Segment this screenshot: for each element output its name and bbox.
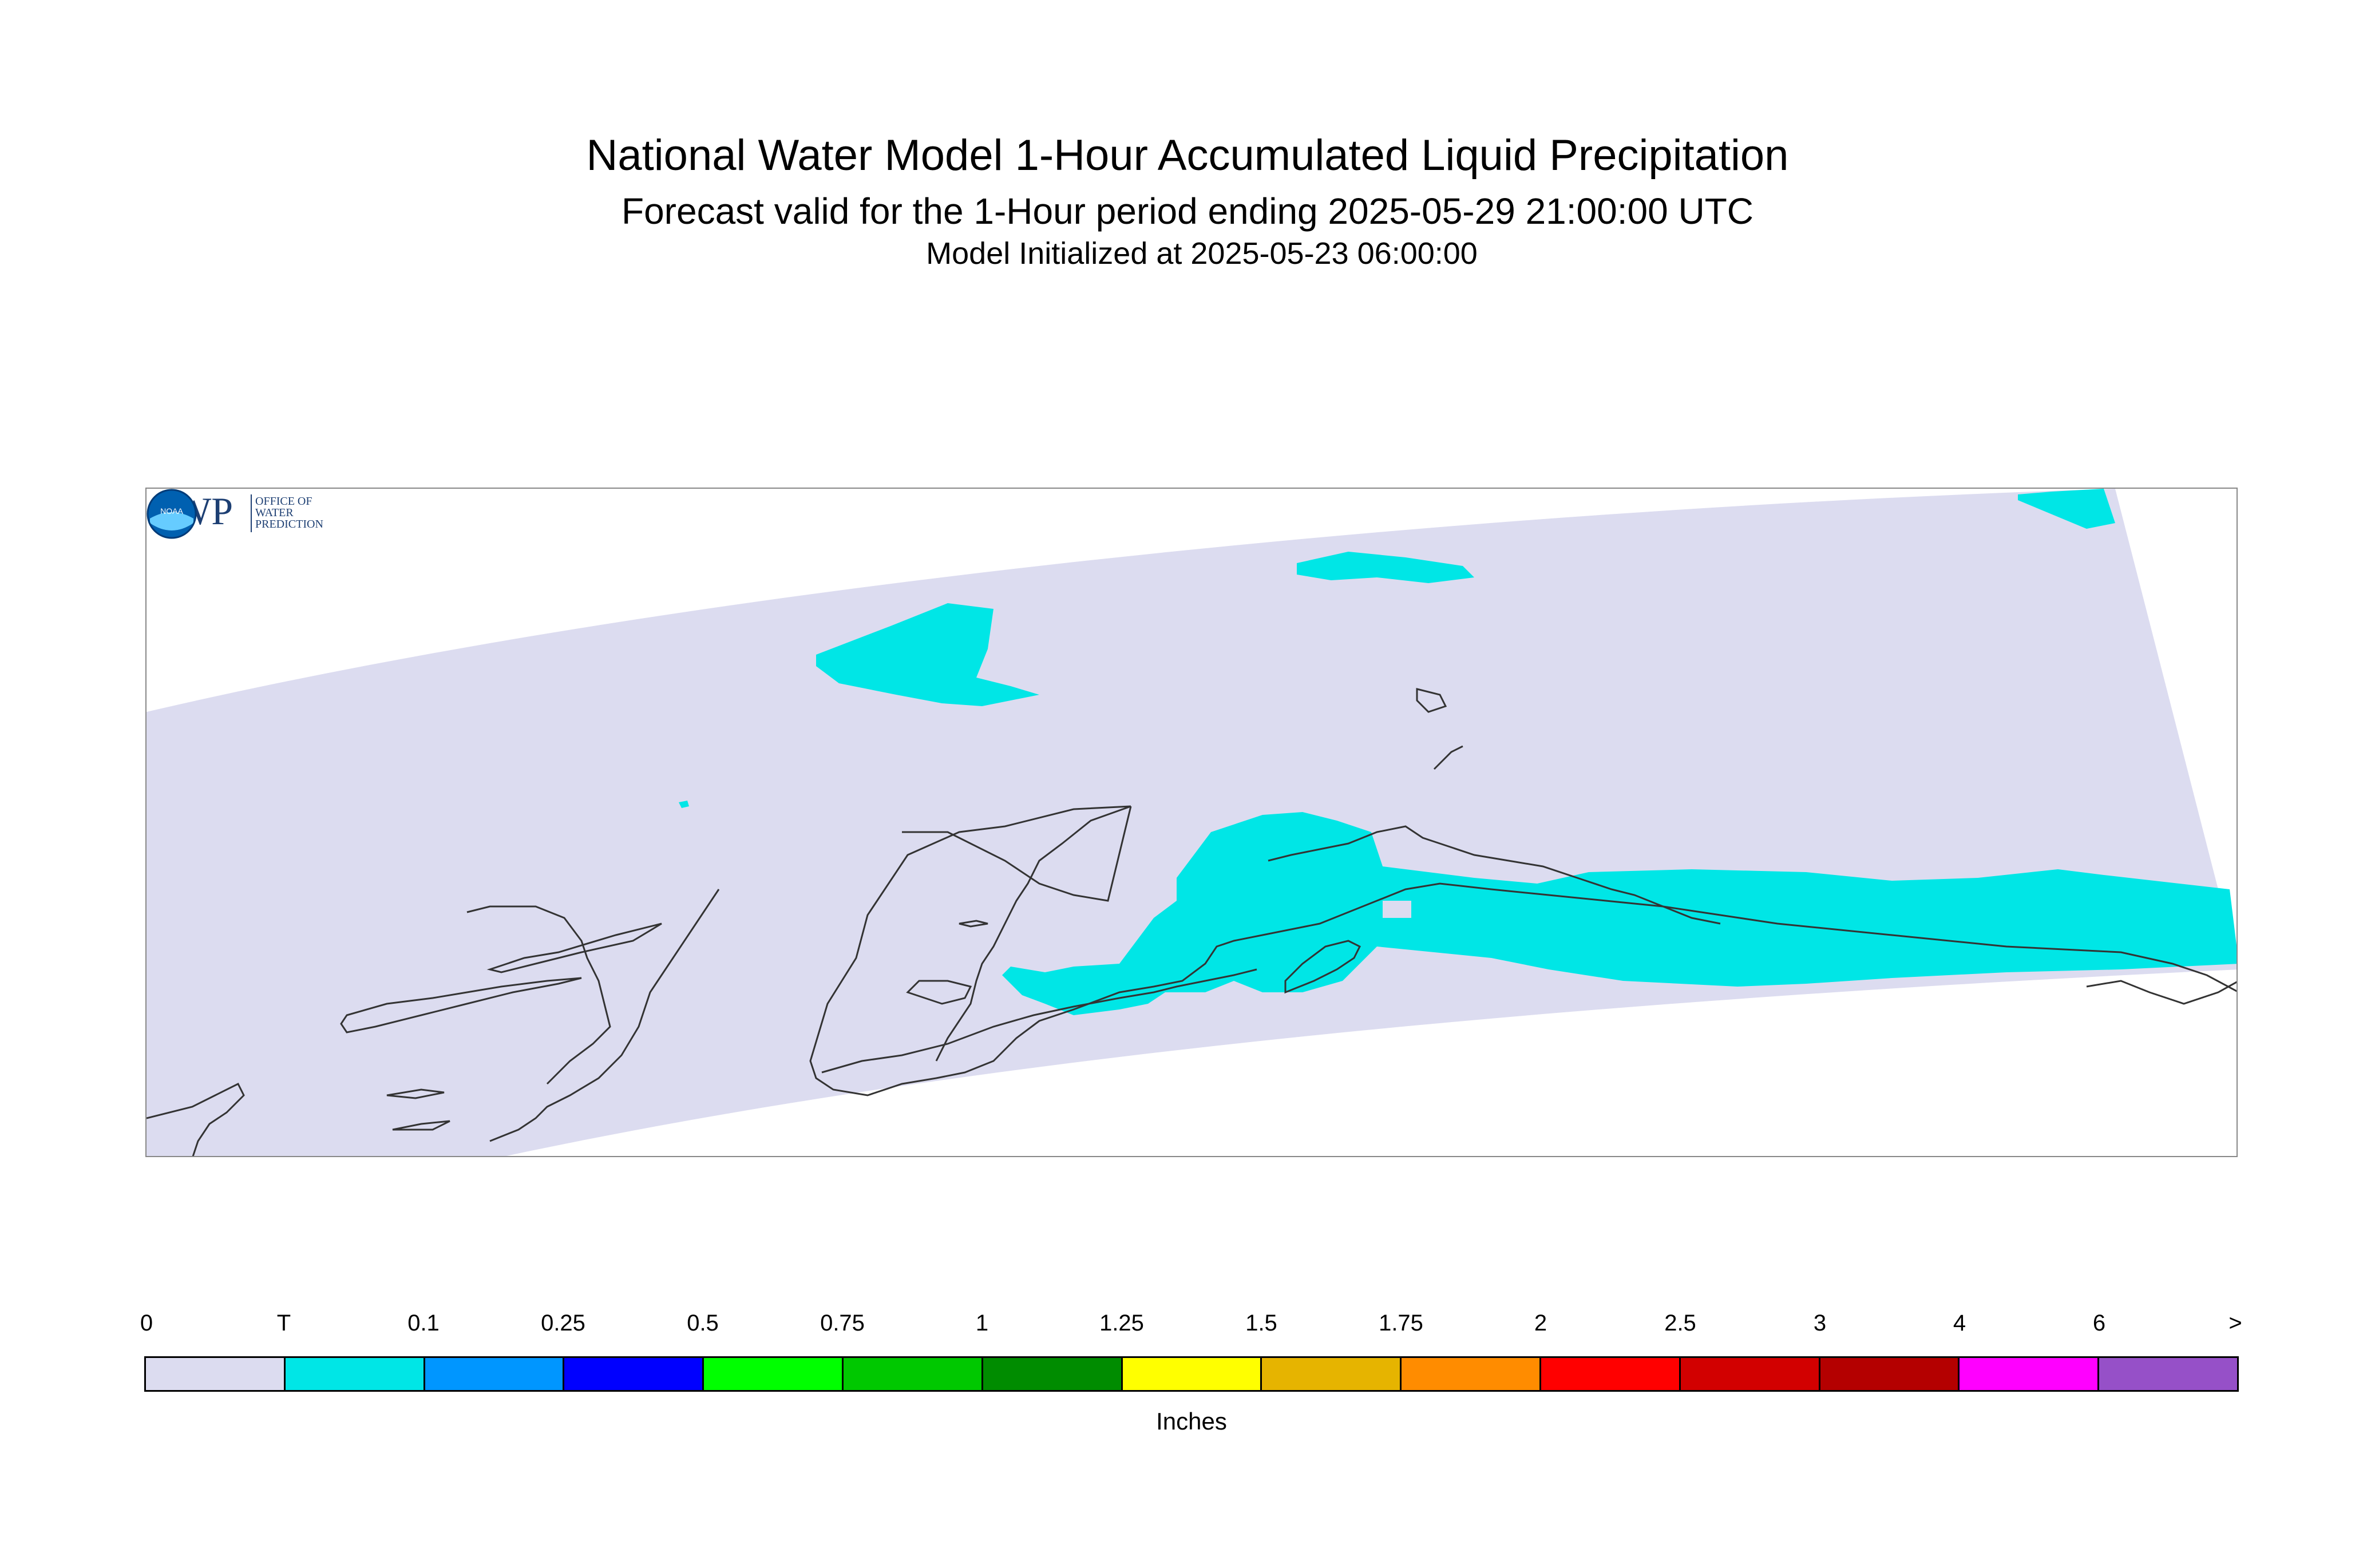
coastline-seward <box>902 806 1132 902</box>
kodiak-island <box>1284 940 1361 994</box>
coastline-west-peninsula <box>489 889 720 1142</box>
legend-tick-label: 1.75 <box>1379 1310 1423 1336</box>
legend-swatch <box>1402 1358 1541 1390</box>
precipitation-map: OWP OFFICE OF WATER PREDICTION NOAA <box>145 488 2238 1157</box>
legend-swatch <box>843 1358 983 1390</box>
legend-tick-label: 1 <box>975 1310 989 1336</box>
legend-tick-label: 6 <box>2092 1310 2106 1336</box>
island-southwest <box>386 1088 445 1099</box>
legend-swatch <box>1960 1358 2100 1390</box>
legend-tick-label: 0.75 <box>820 1310 865 1336</box>
island-north <box>1416 688 1447 713</box>
legend-swatch <box>704 1358 844 1390</box>
precip-gap <box>1383 901 1411 918</box>
svg-text:NOAA: NOAA <box>160 506 183 516</box>
color-legend: 0 T 0.1 0.25 0.5 0.75 1 1.25 1.5 1.75 2 2.5 3 4 6 > Inc… <box>140 1310 2242 1482</box>
legend-tick-label: 0.1 <box>407 1310 440 1336</box>
legend-tick-label: 1.5 <box>1245 1310 1277 1336</box>
island-nunivak <box>906 980 972 1005</box>
island-northeast <box>1433 745 1463 770</box>
svg-text:WATER: WATER <box>255 506 294 519</box>
legend-tick-labels: 0 T 0.1 0.25 0.5 0.75 1 1.25 1.5 1.75 2 2.5 3 4 6 > <box>140 1310 2242 1345</box>
legend-tick-label: 2 <box>1534 1310 1547 1336</box>
legend-swatch <box>564 1358 704 1390</box>
legend-units-label: Inches <box>1156 1408 1227 1435</box>
legend-swatch <box>1680 1358 1820 1390</box>
legend-tick-label: 0.5 <box>687 1310 719 1336</box>
legend-tick-label: > <box>2228 1310 2242 1336</box>
precip-areas <box>679 489 2237 1015</box>
coastline-southwest <box>147 1082 245 1156</box>
legend-color-bar <box>144 1356 2239 1392</box>
noaa-logo: NOAA <box>147 489 197 539</box>
legend-tick-label: T <box>276 1310 291 1336</box>
precip-area-small-west <box>679 801 689 808</box>
legend-swatch <box>1820 1358 1960 1390</box>
model-init-line: Model Initialized at 2025-05-23 06:00:00 <box>926 236 1478 271</box>
legend-swatch <box>2099 1358 2237 1390</box>
legend-tick-label: 2.5 <box>1664 1310 1696 1336</box>
map-subtitle: Forecast valid for the 1-Hour period end… <box>621 191 1754 232</box>
legend-swatch <box>285 1358 425 1390</box>
model-domain <box>147 489 2237 1156</box>
coastline-canada <box>2086 980 2237 1005</box>
coastline-west-shelf <box>466 905 611 1085</box>
legend-swatch <box>146 1358 286 1390</box>
island-st-lawrence <box>486 922 662 973</box>
legend-swatch <box>1541 1358 1681 1390</box>
aleutian-chain <box>821 968 1257 1074</box>
precip-area-north-central <box>1297 552 1474 583</box>
precip-area-north-west <box>816 603 1039 706</box>
island-south <box>392 1120 450 1131</box>
island-big <box>340 977 582 1034</box>
precip-area-north-east <box>2018 489 2115 529</box>
legend-tick-label: 0.25 <box>541 1310 585 1336</box>
map-title: National Water Model 1-Hour Accumulated … <box>586 131 1789 180</box>
legend-tick-label: 3 <box>1813 1310 1827 1336</box>
legend-swatch <box>425 1358 565 1390</box>
legend-tick-label: 0 <box>140 1310 153 1336</box>
legend-tick-label: 4 <box>1953 1310 1966 1336</box>
coastline-norton-sound <box>935 805 1131 1062</box>
svg-text:PREDICTION: PREDICTION <box>255 518 323 530</box>
map-canvas <box>147 489 2237 1156</box>
legend-tick-label: 1.25 <box>1099 1310 1144 1336</box>
island-pribilof <box>959 920 988 928</box>
coastline-mainland <box>809 805 2237 1096</box>
legend-swatch <box>983 1358 1123 1390</box>
legend-swatch <box>1122 1358 1262 1390</box>
svg-text:OFFICE OF: OFFICE OF <box>255 495 312 508</box>
alaska-peninsula-fjords <box>1268 825 1721 925</box>
precip-area-gulf <box>1002 812 2237 1015</box>
legend-swatch <box>1262 1358 1402 1390</box>
coastlines <box>147 688 2237 1156</box>
